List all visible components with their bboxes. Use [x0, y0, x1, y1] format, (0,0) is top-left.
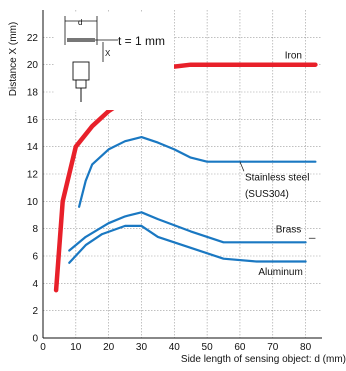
series-labels: Iron Stainless steel (SUS304) Brass Aluminum	[239, 51, 316, 278]
x-tick-label: 70	[267, 342, 279, 353]
x-tick-label: 10	[70, 342, 82, 353]
y-tick-label: 0	[32, 334, 38, 345]
x-tick-label: 0	[40, 342, 46, 353]
x-tick-label: 20	[103, 342, 115, 353]
series-line-brass	[68, 211, 307, 252]
y-tick-label: 12	[27, 170, 39, 181]
y-tick-label: 20	[27, 60, 39, 71]
y-tick-label: 18	[27, 88, 39, 99]
y-tick-label: 4	[32, 279, 38, 290]
x-tick-label: 30	[136, 342, 148, 353]
sensor-head	[72, 61, 90, 81]
sensor-body	[75, 79, 87, 89]
y-tick-label: 6	[32, 252, 38, 263]
sensor-diagram: d t = 1 mm X	[54, 12, 174, 110]
target-plate	[67, 38, 95, 42]
series-label-sus304: (SUS304)	[245, 189, 289, 200]
x-axis-title: Side length of sensing object: d (mm)	[181, 354, 346, 365]
y-tick-label: 22	[27, 33, 39, 44]
y-tick-label: 2	[32, 306, 38, 317]
series-label-stainless-steel: Stainless steel	[245, 173, 309, 184]
y-tick-label: 10	[27, 197, 39, 208]
thickness-label: t = 1 mm	[118, 34, 165, 48]
x-tick-label: 80	[300, 342, 312, 353]
series-label-brass: Brass	[276, 225, 302, 236]
y-tick-label: 8	[32, 224, 38, 235]
axes	[42, 10, 322, 339]
series-line-aluminum	[68, 224, 307, 264]
x-tick-label: 50	[202, 342, 214, 353]
x-dim-label: X	[105, 49, 111, 58]
series-label-aluminum: Aluminum	[258, 267, 302, 278]
d-label: d	[78, 18, 82, 27]
x-tick-label: 40	[169, 342, 181, 353]
series-line-stainless-steel	[78, 136, 317, 208]
stainless-leader	[239, 161, 245, 172]
inset-background	[54, 12, 174, 110]
y-tick-label: 16	[27, 115, 39, 126]
series-label-iron: Iron	[285, 51, 302, 62]
tick-labels: 0 2 4 6 8 10 12 14 16 18 20 22 0 10 20 30 40 50 60 70 80Side…	[8, 22, 346, 365]
x-tick-label: 60	[234, 342, 246, 353]
y-axis-title: Distance X (mm)	[8, 22, 19, 96]
y-tick-label: 14	[27, 142, 39, 153]
